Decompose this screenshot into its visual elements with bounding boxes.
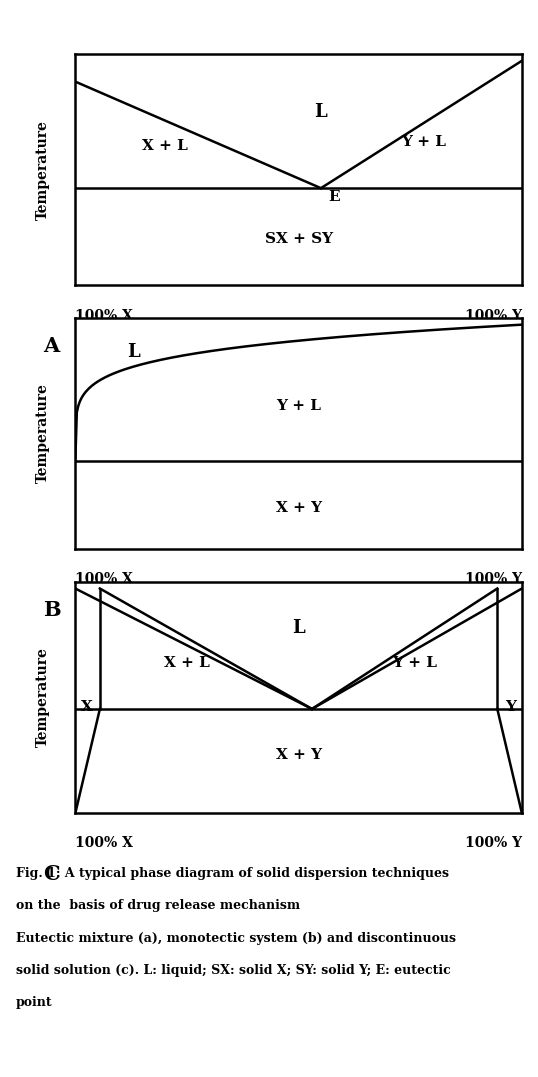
Text: L: L (127, 344, 140, 362)
Text: 100% X: 100% X (75, 573, 133, 586)
Text: A: A (43, 336, 59, 356)
Text: on the  basis of drug release mechanism: on the basis of drug release mechanism (16, 899, 300, 912)
Text: 100% Y: 100% Y (465, 308, 522, 322)
Text: Temperature: Temperature (36, 647, 50, 747)
Text: Y + L: Y + L (276, 398, 321, 412)
Text: B: B (43, 600, 61, 620)
Text: L: L (292, 619, 305, 637)
Text: Temperature: Temperature (36, 120, 50, 220)
Text: 100% Y: 100% Y (465, 836, 522, 850)
Text: X + Y: X + Y (275, 501, 322, 515)
Text: X + L: X + L (164, 656, 210, 670)
Text: solid solution (c). L: liquid; SX: solid X; SY: solid Y; E: eutectic: solid solution (c). L: liquid; SX: solid… (16, 964, 451, 977)
Text: 100% X: 100% X (75, 308, 133, 322)
Text: E: E (329, 191, 340, 205)
Text: 100% X: 100% X (75, 836, 133, 850)
Text: X: X (81, 700, 93, 714)
Text: L: L (315, 102, 327, 121)
Text: Fig. 1: A typical phase diagram of solid dispersion techniques: Fig. 1: A typical phase diagram of solid… (16, 867, 449, 880)
Text: SX + SY: SX + SY (265, 233, 332, 246)
Text: point: point (16, 996, 53, 1009)
Text: Y: Y (505, 700, 516, 714)
Text: Y + L: Y + L (392, 656, 437, 670)
Text: Eutectic mixture (a), monotectic system (b) and discontinuous: Eutectic mixture (a), monotectic system … (16, 932, 456, 945)
Text: 100% Y: 100% Y (465, 573, 522, 586)
Text: X + L: X + L (141, 140, 188, 153)
Text: C: C (43, 864, 60, 884)
Text: Y + L: Y + L (401, 135, 446, 149)
Text: X + Y: X + Y (275, 749, 322, 763)
Text: Temperature: Temperature (36, 383, 50, 484)
